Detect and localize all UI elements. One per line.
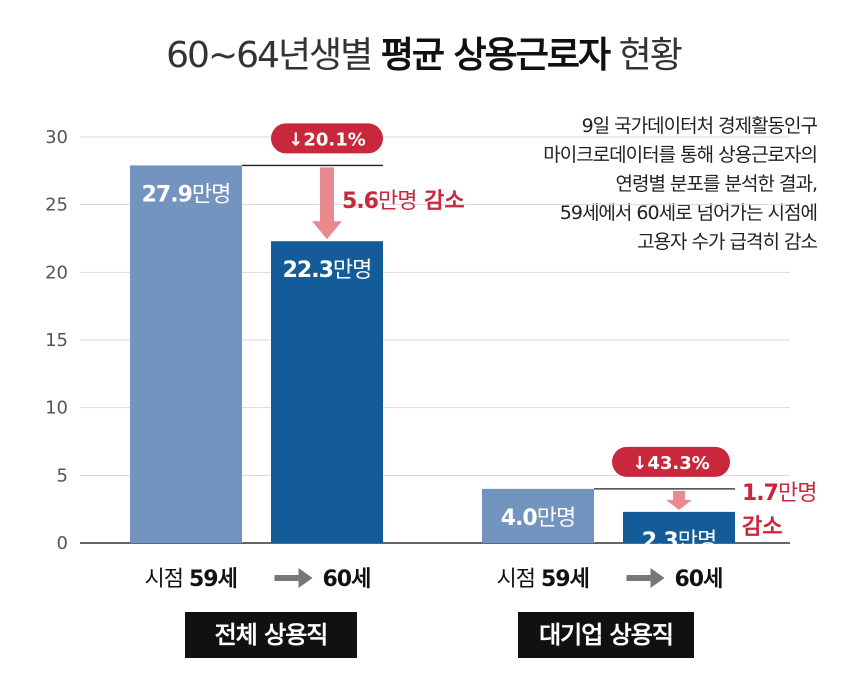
y-tick-label: 30 (45, 127, 68, 148)
x-axis-label: 시점 59세 (145, 567, 237, 592)
x-axis-label-to: 60세 (323, 567, 371, 592)
bar-59 (130, 165, 242, 544)
note-line: 59세에서 60세로 넘어가는 시점에 (559, 202, 818, 224)
note-line: 마이크로데이터를 통해 상용근로자의 (543, 144, 818, 166)
bar-value-label: 22.3만명 (283, 258, 372, 283)
change-badge-text: ↓43.3% (632, 453, 710, 474)
change-badge (612, 446, 730, 477)
x-arrow-head (298, 568, 313, 588)
bar-60 (623, 511, 735, 543)
title-bold: 평균 상용근로자 (380, 35, 611, 76)
y-tick-label: 15 (45, 330, 68, 351)
group-label-large-firm: 대기업 상용직 (518, 612, 694, 658)
y-tick-label: 10 (45, 398, 68, 419)
note-line: 9일 국가데이터처 경제활동인구 (581, 115, 818, 137)
x-arrow-shaft (274, 575, 301, 581)
x-arrow-shaft (626, 575, 653, 581)
group-label-total: 전체 상용직 (185, 612, 357, 658)
note-line: 고용자 수가 급격히 감소 (637, 231, 818, 253)
bar-value-label: 27.9만명 (142, 182, 231, 207)
y-tick-label: 20 (45, 262, 68, 283)
y-tick-label: 5 (57, 465, 68, 486)
note-line: 연령별 분포를 분석한 결과, (615, 173, 818, 195)
title-end: 현황 (618, 35, 683, 76)
bar-value-label: 4.0만명 (501, 506, 575, 531)
y-tick-label: 0 (57, 533, 68, 554)
decrease-label: 1.7만명 (742, 481, 816, 506)
decrease-word: 감소 (742, 515, 782, 540)
x-axis-label: 시점 59세 (497, 567, 589, 592)
change-badge-text: ↓20.1% (288, 129, 366, 150)
bar-value-label: 2.3만명 (642, 529, 716, 554)
change-badge (271, 123, 383, 154)
y-tick-label: 25 (45, 195, 68, 216)
down-arrow (666, 490, 692, 510)
down-arrow (312, 167, 342, 240)
bar-60 (271, 241, 383, 543)
decrease-label: 5.6만명 감소 (342, 189, 465, 214)
title-light: 60~64년생별 (166, 35, 373, 76)
annotation-note: 9일 국가데이터처 경제활동인구 마이크로데이터를 통해 상용근로자의 연령별 … (437, 112, 818, 257)
x-arrow-head (650, 568, 665, 588)
bar-59 (482, 488, 594, 543)
x-axis-label-to: 60세 (675, 567, 723, 592)
chart-title: 60~64년생별 평균 상용근로자 현황 (0, 26, 847, 78)
